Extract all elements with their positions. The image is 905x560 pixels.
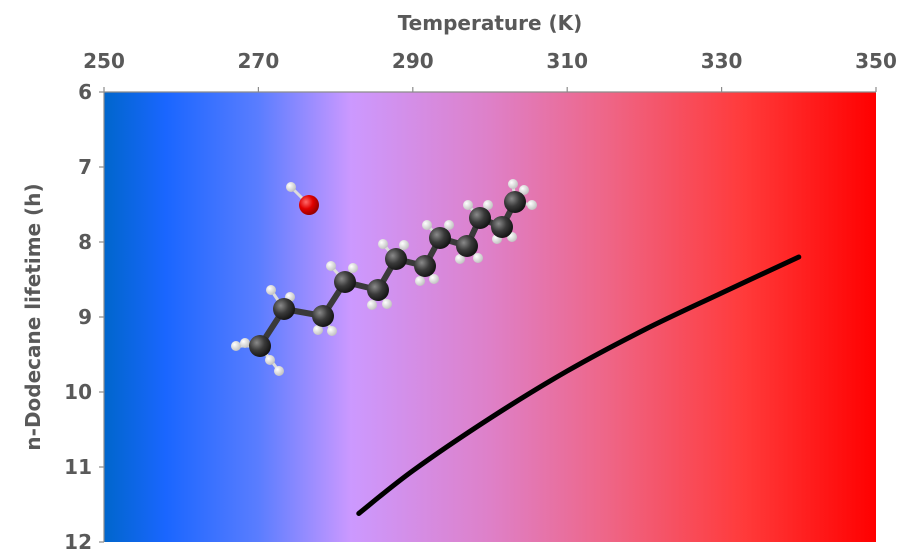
carbon-atom bbox=[385, 248, 407, 270]
carbon-atom bbox=[504, 191, 526, 213]
x-axis-title: Temperature (K) bbox=[398, 11, 583, 35]
hydrogen-atom bbox=[382, 299, 392, 309]
carbon-atom bbox=[312, 305, 334, 327]
hydrogen-atom bbox=[483, 200, 493, 210]
hydrogen-atom bbox=[527, 200, 537, 210]
hydrogen-atom bbox=[266, 285, 276, 295]
hydrogen-atom bbox=[378, 239, 388, 249]
hydrogen-atom bbox=[473, 253, 483, 263]
hydrogen-atom bbox=[519, 185, 529, 195]
plot-background bbox=[104, 92, 876, 542]
carbon-atom bbox=[273, 298, 295, 320]
hydrogen-atom bbox=[326, 261, 336, 271]
x-tick-label: 290 bbox=[392, 49, 434, 73]
hydrogen-atom bbox=[463, 200, 473, 210]
series-layer bbox=[356, 254, 802, 516]
y-tick-label: 11 bbox=[64, 455, 92, 479]
hydrogen-atom bbox=[313, 325, 323, 335]
y-tick-label: 10 bbox=[64, 380, 92, 404]
axes: 250 270 290 310 330 350 6 7 8 9 10 11 12 bbox=[64, 49, 897, 554]
dodecane-oh-illustration bbox=[231, 179, 537, 376]
carbon-atom bbox=[429, 227, 451, 249]
hydrogen-atom bbox=[240, 338, 250, 348]
x-tick-label: 330 bbox=[701, 49, 743, 73]
hydrogen-atom bbox=[274, 366, 284, 376]
carbon-atom bbox=[456, 235, 478, 257]
y-tick-label: 9 bbox=[78, 305, 92, 329]
x-tick-label: 250 bbox=[83, 49, 125, 73]
hydrogen-atom bbox=[429, 274, 439, 284]
oh-hydrogen-atom bbox=[286, 182, 296, 192]
y-tick-label: 12 bbox=[64, 530, 92, 554]
hydrogen-atom bbox=[508, 179, 518, 189]
hydrogen-atom bbox=[399, 240, 409, 250]
hydrogen-atom bbox=[455, 254, 465, 264]
hydrogen-atom bbox=[444, 220, 454, 230]
y-tick-label: 7 bbox=[78, 155, 92, 179]
carbon-atom bbox=[367, 279, 389, 301]
hydrogen-atom bbox=[367, 300, 377, 310]
y-tick-label: 6 bbox=[78, 80, 92, 104]
hydrogen-atom bbox=[422, 220, 432, 230]
y-axis-title: n-Dodecane lifetime (h) bbox=[21, 183, 45, 450]
x-tick-label: 310 bbox=[546, 49, 588, 73]
carbon-atom bbox=[249, 335, 271, 357]
hydrogen-atom bbox=[265, 355, 275, 365]
x-tick-label: 350 bbox=[855, 49, 897, 73]
oxygen-atom bbox=[299, 195, 319, 215]
carbon-atom bbox=[469, 207, 491, 229]
series-line-0 bbox=[356, 254, 802, 516]
hydrogen-atom bbox=[231, 341, 241, 351]
y-tick-label: 8 bbox=[78, 230, 92, 254]
hydrogen-atom bbox=[348, 263, 358, 273]
x-tick-label: 270 bbox=[238, 49, 280, 73]
hydrogen-atom bbox=[415, 276, 425, 286]
carbon-atom bbox=[334, 271, 356, 293]
hydrogen-atom bbox=[327, 326, 337, 336]
carbon-atom bbox=[414, 255, 436, 277]
carbon-atom bbox=[491, 216, 513, 238]
